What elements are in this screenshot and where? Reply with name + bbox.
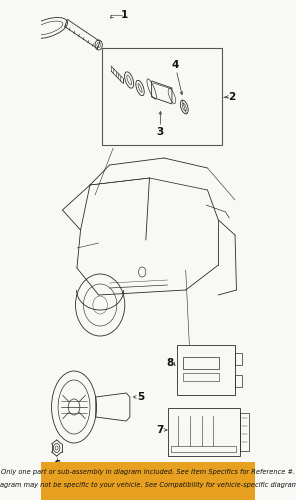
Bar: [235, 375, 242, 387]
Text: Diagram may not be specific to your vehicle. See Compatibility for vehicle-speci: Diagram may not be specific to your vehi…: [0, 482, 296, 488]
Text: 4: 4: [171, 60, 178, 70]
Text: 5: 5: [137, 392, 144, 402]
Bar: [171, 446, 237, 452]
Text: 1: 1: [120, 10, 128, 20]
Bar: [240, 413, 249, 451]
Text: 2: 2: [228, 92, 235, 102]
Bar: [177, 345, 235, 395]
Text: 8: 8: [166, 358, 173, 368]
Bar: [168, 408, 240, 456]
Text: 3: 3: [157, 127, 164, 137]
Bar: [183, 357, 219, 369]
Text: Only one part or sub-assembly in diagram included. See Item Specifics for Refere: Only one part or sub-assembly in diagram…: [1, 469, 295, 475]
Bar: [41, 462, 255, 500]
Bar: [102, 48, 222, 145]
Text: 6: 6: [53, 460, 60, 470]
Bar: [183, 373, 219, 381]
Bar: [235, 353, 242, 365]
Text: 7: 7: [157, 425, 164, 435]
